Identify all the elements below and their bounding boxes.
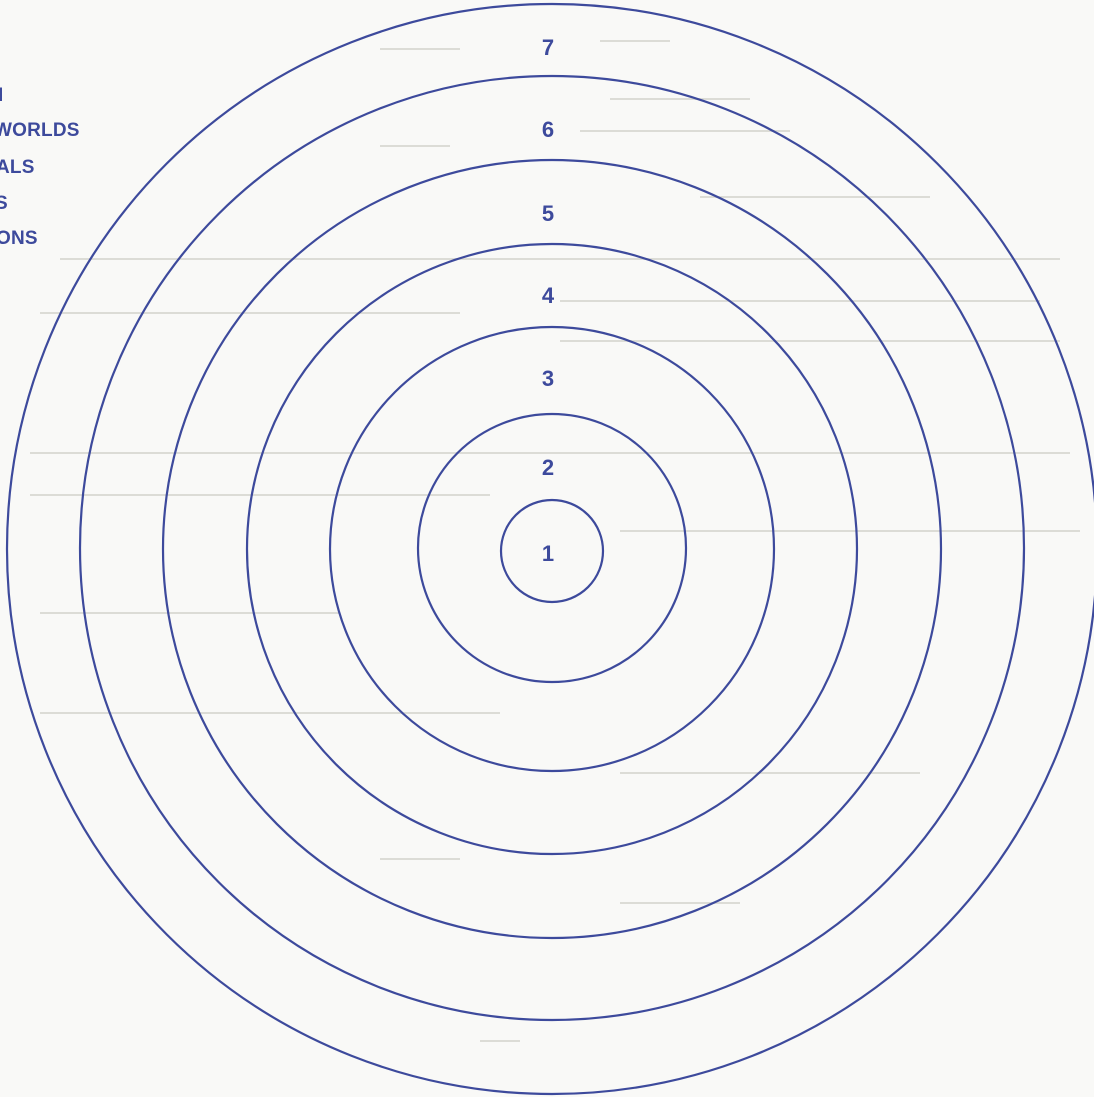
side-label: ONS	[0, 228, 38, 249]
ring-1: 1	[499, 498, 605, 604]
bleed-line	[380, 858, 460, 860]
ring-circle	[78, 74, 1026, 1022]
bleed-line	[560, 340, 1060, 342]
bleed-line	[40, 612, 340, 614]
bleed-line	[40, 712, 500, 714]
side-label: S	[0, 193, 8, 214]
ring-number-label: 6	[542, 117, 554, 142]
ring-7: 7	[6, 3, 1094, 1095]
ring-5: 5	[161, 158, 943, 940]
bleed-line	[560, 300, 1040, 302]
ring-number-label: 1	[542, 541, 554, 566]
ring-3: 3	[328, 325, 776, 773]
ring-circle	[416, 412, 688, 684]
bleed-line	[580, 130, 790, 132]
side-label: I	[0, 85, 4, 106]
bleed-line	[380, 48, 460, 50]
ring-circle	[499, 498, 605, 604]
bleed-line	[600, 40, 670, 42]
bleed-line	[40, 312, 460, 314]
bleed-line	[30, 452, 1070, 454]
ring-4: 4	[245, 242, 859, 856]
bleed-line	[30, 494, 490, 496]
bleed-line	[620, 902, 740, 904]
ring-circle	[245, 242, 859, 856]
side-label: ALS	[0, 157, 35, 178]
ring-2: 2	[416, 412, 688, 684]
bleed-line	[480, 1040, 520, 1042]
side-label: WORLDS	[0, 120, 80, 141]
ring-circle	[6, 3, 1094, 1095]
ring-6: 6	[78, 74, 1026, 1022]
ring-number-label: 7	[542, 35, 554, 60]
ring-number-label: 4	[542, 283, 555, 308]
ring-number-label: 5	[542, 201, 554, 226]
bleed-line	[620, 530, 1080, 532]
ring-number-label: 3	[542, 366, 554, 391]
ring-circle	[161, 158, 943, 940]
bleed-line	[380, 145, 450, 147]
bleed-line	[60, 258, 1060, 260]
bleed-line	[700, 196, 930, 198]
bleed-line	[620, 772, 920, 774]
ring-circle	[328, 325, 776, 773]
bleed-line	[610, 98, 750, 100]
ring-number-label: 2	[542, 455, 554, 480]
